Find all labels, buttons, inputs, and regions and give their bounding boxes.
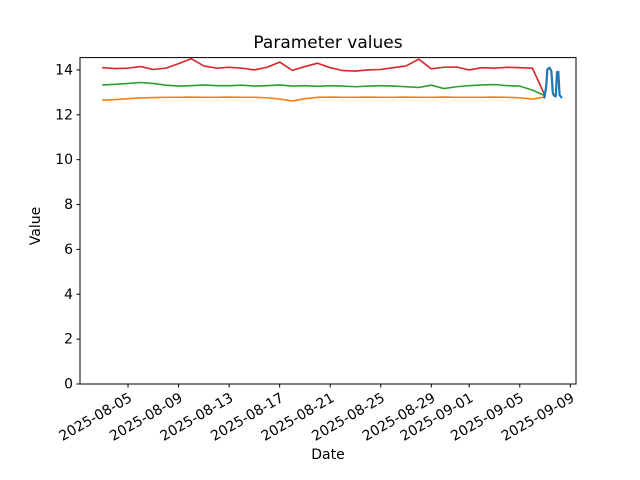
series-green-line <box>101 81 546 97</box>
y-tick-label: 14 <box>55 62 73 78</box>
y-tick-label: 8 <box>64 197 73 213</box>
y-tick-label: 10 <box>55 152 73 168</box>
y-tick-label: 12 <box>55 107 73 123</box>
y-tick-label: 0 <box>64 377 73 393</box>
series-orange-line <box>101 96 546 102</box>
series-blue-line <box>543 66 563 99</box>
axes-spines <box>79 57 577 385</box>
series-red-line <box>101 57 546 97</box>
y-tick-label: 6 <box>64 242 73 258</box>
y-tick-label: 4 <box>64 287 73 303</box>
x-axis-label: Date <box>311 447 345 463</box>
chart-title: Parameter values <box>253 33 403 53</box>
y-tick-label: 2 <box>64 332 73 348</box>
